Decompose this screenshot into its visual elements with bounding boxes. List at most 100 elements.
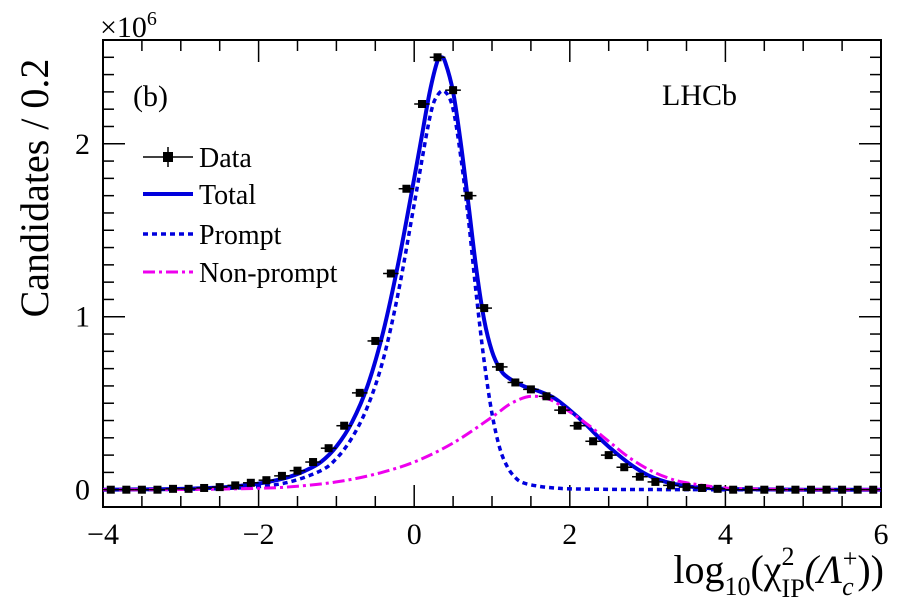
data-point <box>538 392 555 401</box>
legend-label-data: Data <box>199 143 252 174</box>
data-point-marker <box>153 485 162 494</box>
data-point <box>258 476 275 485</box>
data-point <box>227 481 244 490</box>
data-point-marker <box>137 485 146 494</box>
data-point-marker <box>417 99 426 108</box>
data-point-marker <box>386 269 395 278</box>
data-point <box>336 421 352 430</box>
data-point-marker <box>246 478 255 487</box>
curve-prompt <box>102 89 882 492</box>
data-point-marker <box>791 485 800 494</box>
data-point-marker <box>106 485 115 494</box>
legend: Data Total Prompt Non-prompt <box>143 143 338 289</box>
data-point <box>134 485 150 494</box>
data-point <box>243 478 259 487</box>
data-point <box>398 184 415 193</box>
axis-tick-labels: −4 −2 0 2 4 6 0 1 2 <box>75 128 889 551</box>
data-point-marker <box>324 444 333 453</box>
data-point <box>351 388 368 397</box>
data-point-marker <box>853 485 862 494</box>
legend-label-total: Total <box>199 180 256 211</box>
x-tick-label: −2 <box>243 518 275 551</box>
data-point-marker <box>309 458 318 467</box>
data-point-marker <box>277 471 286 480</box>
data-point <box>149 485 166 494</box>
data-point-marker <box>542 392 551 401</box>
data-point-marker <box>449 86 458 95</box>
y-axis-label: Candidates / 0.2 <box>12 59 57 318</box>
experiment-label: LHCb <box>662 79 737 112</box>
legend-data-marker <box>163 152 173 162</box>
data-point <box>585 437 601 446</box>
data-point <box>834 485 850 494</box>
data-point <box>211 483 228 492</box>
data-point-marker <box>760 485 769 494</box>
data-point <box>725 485 741 494</box>
data-point-marker <box>713 484 722 493</box>
data-point-marker <box>869 485 878 494</box>
legend-item-total: Total <box>143 180 256 211</box>
data-point <box>709 484 726 493</box>
data-point-marker <box>526 385 535 394</box>
data-point-marker <box>495 362 504 371</box>
legend-item-nonprompt: Non-prompt <box>143 258 338 289</box>
data-point <box>772 485 788 494</box>
data-point-marker <box>838 485 847 494</box>
data-point <box>118 485 135 494</box>
data-point-marker <box>231 481 240 490</box>
data-points <box>103 53 881 494</box>
data-point-marker <box>262 476 271 485</box>
data-point-marker <box>340 421 349 430</box>
data-point <box>414 99 430 108</box>
panel-label: (b) <box>133 80 168 113</box>
data-point-marker <box>371 336 380 345</box>
legend-label-nonprompt: Non-prompt <box>199 258 338 289</box>
data-point-marker <box>651 477 660 486</box>
y-tick-label: 2 <box>75 128 90 161</box>
data-point <box>694 483 710 492</box>
data-point-marker <box>589 437 598 446</box>
data-point-marker <box>682 483 691 492</box>
data-point-marker <box>293 466 302 475</box>
x-axis-label: log10(χ2 IP(Λc+)) <box>673 542 884 603</box>
data-point-marker <box>604 451 613 460</box>
data-point-marker <box>215 483 224 492</box>
data-point <box>554 406 570 415</box>
data-point-marker <box>635 472 644 481</box>
data-point <box>678 483 695 492</box>
data-point-marker <box>200 483 209 492</box>
data-point <box>803 485 819 494</box>
x-tick-label: 2 <box>562 518 577 551</box>
data-point <box>383 269 399 278</box>
curve-non-prompt <box>102 394 882 492</box>
data-point-marker <box>822 485 831 494</box>
data-point <box>523 385 539 394</box>
data-point <box>569 421 586 430</box>
legend-label-prompt: Prompt <box>199 220 282 251</box>
data-point-marker <box>122 485 131 494</box>
data-point-marker <box>433 53 442 62</box>
data-point-marker <box>620 463 629 472</box>
data-point <box>305 458 321 467</box>
data-point-marker <box>169 484 178 493</box>
data-point-marker <box>806 485 815 494</box>
data-point <box>367 336 384 345</box>
data-point <box>320 444 337 453</box>
data-point <box>865 485 881 494</box>
y-multiplier: ×106 <box>100 8 157 44</box>
data-point <box>460 191 477 200</box>
data-point <box>507 378 524 387</box>
y-tick-label: 0 <box>75 474 90 507</box>
data-point-marker <box>698 483 707 492</box>
data-point <box>632 472 648 481</box>
data-point-marker <box>744 485 753 494</box>
data-point-marker <box>511 378 520 387</box>
data-point <box>165 484 181 493</box>
x-tick-label: 4 <box>718 518 733 551</box>
y-tick-label: 1 <box>75 301 90 334</box>
data-point <box>787 485 804 494</box>
data-point <box>103 485 119 494</box>
data-point <box>289 466 306 475</box>
data-point <box>180 484 197 493</box>
